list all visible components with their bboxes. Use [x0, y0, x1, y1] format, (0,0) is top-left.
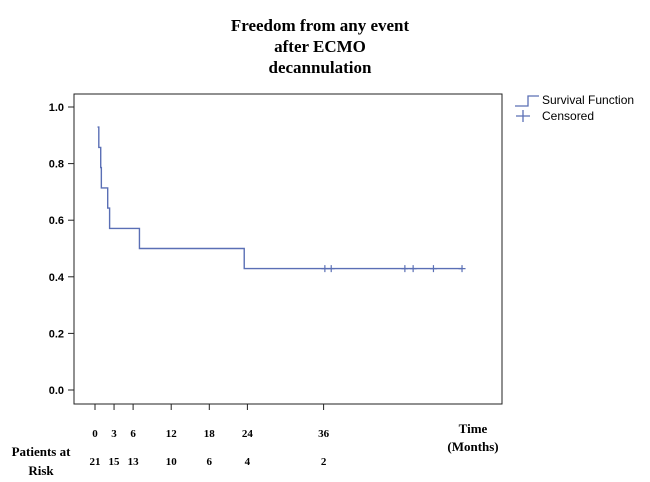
x-tick-label-2: 6	[130, 428, 136, 440]
x-tick-label-1: 3	[111, 428, 117, 440]
legend-survival-label: Survival Function	[542, 93, 634, 107]
y-tick-label-2: 0.6	[49, 215, 64, 227]
x-tick-label-6: 36	[318, 428, 330, 440]
risk-table-label-line-2: Risk	[28, 463, 54, 478]
chart-title-line-2: after ECMO	[274, 37, 366, 56]
y-tick-label-4: 0.2	[49, 328, 64, 340]
chart-title-line-3: decannulation	[269, 58, 373, 77]
x-tick-label-3: 12	[166, 428, 178, 440]
chart-title: Freedom from any event after ECMO decann…	[231, 16, 410, 77]
censored-mark-4	[429, 265, 437, 273]
censored-mark-3	[409, 265, 417, 273]
legend-censored-label: Censored	[542, 109, 594, 123]
risk-table: Patients at Risk 21 15 13 10 6 4 2	[12, 444, 327, 478]
x-tick-label-0: 0	[92, 428, 98, 440]
y-tick-label-3: 0.4	[49, 272, 65, 284]
risk-count-2: 13	[128, 456, 140, 468]
censored-mark-1	[327, 265, 335, 273]
censor-layer	[321, 265, 466, 273]
legend-censored-swatch	[516, 110, 530, 122]
x-tick-label-4: 18	[204, 428, 216, 440]
risk-count-0: 21	[90, 456, 101, 468]
x-axis-label-line-1: Time	[459, 421, 488, 436]
risk-count-4: 6	[207, 456, 213, 468]
series-line-0	[97, 126, 463, 270]
y-tick-label-5: 0.0	[49, 385, 64, 397]
x-axis-label: Time (Months)	[447, 421, 498, 454]
x-axis: 0 3 6 12 18 24 36	[92, 404, 330, 440]
legend: Survival Function Censored	[515, 93, 634, 123]
risk-count-5: 4	[245, 456, 251, 468]
series-layer	[97, 126, 463, 270]
y-tick-label-0: 1.0	[49, 102, 64, 114]
y-tick-label-1: 0.8	[49, 159, 64, 171]
censored-mark-0	[321, 265, 329, 273]
y-axis: 1.0 0.8 0.6 0.4 0.2 0.0	[49, 102, 74, 397]
risk-count-6: 2	[321, 456, 327, 468]
risk-count-3: 10	[166, 456, 178, 468]
plot-frame	[73, 93, 503, 405]
risk-table-label-line-1: Patients at	[12, 444, 72, 459]
legend-survival-swatch	[515, 95, 539, 107]
x-tick-label-5: 24	[242, 428, 254, 440]
risk-table-values: 21 15 13 10 6 4 2	[90, 456, 327, 468]
chart-title-line-1: Freedom from any event	[231, 16, 410, 35]
censored-mark-5	[458, 265, 466, 273]
censored-mark-2	[401, 265, 409, 273]
x-axis-label-line-2: (Months)	[447, 439, 498, 454]
risk-count-1: 15	[109, 456, 121, 468]
